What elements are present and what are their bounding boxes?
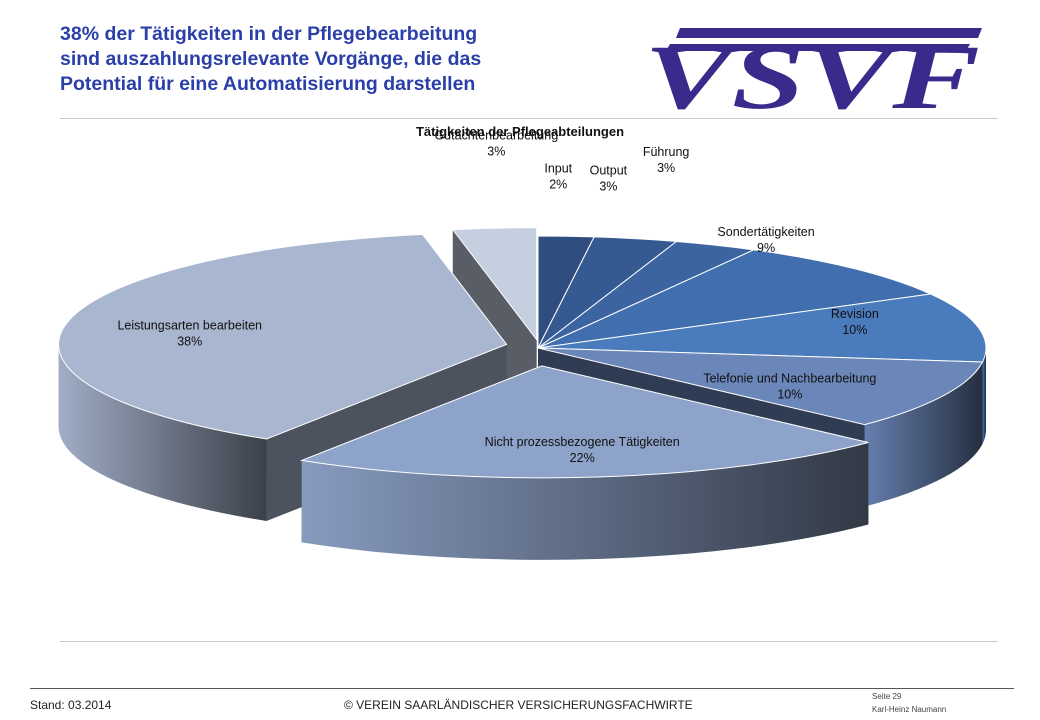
chart-title: Tätigkeiten der Pflegeabteilungen bbox=[415, 124, 625, 139]
footer-divider bbox=[30, 688, 1014, 689]
footer-stand: Stand: 03.2014 bbox=[30, 698, 112, 712]
slice-label: Telefonie und Nachbearbeitung 10% bbox=[703, 371, 876, 401]
title-line: sind auszahlungsrelevante Vorgänge, die … bbox=[60, 48, 482, 70]
slide-title: 38% der Tätigkeiten in der Pflegebearbei… bbox=[60, 22, 620, 97]
footer-copyright: © VEREIN SAARLÄNDISCHER VERSICHERUNGSFAC… bbox=[344, 698, 693, 712]
pie-slice bbox=[299, 365, 869, 560]
content-divider bbox=[60, 641, 998, 642]
header-divider bbox=[60, 118, 998, 119]
svg-text:VSVF: VSVF bbox=[644, 26, 980, 115]
footer-page-number: Seite 29 bbox=[872, 692, 902, 701]
title-line: 38% der Tätigkeiten in der Pflegebearbei… bbox=[60, 23, 478, 45]
pie-chart: Input 2% Output 3% Führung 3% Sondertätigkeite… bbox=[58, 128, 987, 560]
slice-label: Output 3% bbox=[590, 163, 628, 193]
slice-label: Nicht prozessbezogene Tätigkeiten 22% bbox=[485, 435, 680, 465]
slice-label: Gutachtenbearbeitung 3% bbox=[434, 128, 558, 158]
slice-label: Führung 3% bbox=[643, 145, 690, 175]
title-line: Potential für eine Automatisierung darst… bbox=[60, 73, 476, 95]
footer-author: Karl-Heinz Naumann bbox=[872, 705, 947, 714]
vsvf-logo: VSVF bbox=[644, 26, 982, 115]
slice-label: Input 2% bbox=[544, 162, 572, 192]
slice-label: Revision 10% bbox=[831, 307, 879, 337]
pie-slice bbox=[451, 227, 538, 422]
slice-label: Sondertätigkeiten 9% bbox=[717, 225, 814, 255]
slice-label: Leistungsarten bearbeiten 38% bbox=[117, 318, 262, 348]
